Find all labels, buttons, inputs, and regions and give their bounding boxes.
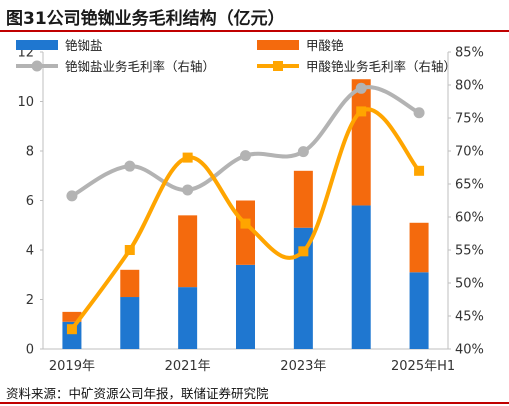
y-left-tick-label: 4 bbox=[26, 244, 34, 259]
point-铯铷盐业务毛利率（右轴） bbox=[66, 190, 78, 202]
point-甲酸铯业务毛利率（右轴） bbox=[124, 245, 135, 255]
legend-marker-甲酸铯业务毛利率（右轴） bbox=[273, 61, 283, 71]
legend-swatch-甲酸铯 bbox=[257, 40, 299, 50]
chart-title: 图31公司铯铷业务毛利结构（亿元） bbox=[6, 9, 285, 29]
x-tick-label: 2025年H1 bbox=[391, 359, 455, 374]
y-right-tick-label: 40% bbox=[455, 343, 484, 358]
bar-甲酸铯 bbox=[293, 170, 313, 228]
bar-铯铷盐 bbox=[351, 205, 371, 349]
source-note: 资料来源：中矿资源公司年报，联储证券研究院 bbox=[6, 386, 269, 401]
legend-label-甲酸铯: 甲酸铯 bbox=[306, 38, 344, 53]
bar-铯铷盐 bbox=[178, 287, 198, 349]
legend-marker-铯铷盐业务毛利率（右轴） bbox=[31, 60, 43, 72]
y-right-tick-label: 45% bbox=[455, 310, 484, 325]
x-tick-label: 2019年 bbox=[49, 359, 95, 374]
bar-铯铷盐 bbox=[236, 264, 255, 349]
bar-甲酸铯 bbox=[351, 79, 371, 206]
y-right-tick-label: 80% bbox=[455, 79, 484, 94]
point-甲酸铯业务毛利率（右轴） bbox=[182, 152, 193, 163]
bar-甲酸铯 bbox=[236, 200, 255, 265]
point-甲酸铯业务毛利率（右轴） bbox=[298, 246, 309, 257]
y-left-tick-label: 0 bbox=[26, 343, 34, 358]
y-left-tick-label: 10 bbox=[17, 95, 34, 110]
y-right-tick-label: 50% bbox=[455, 277, 484, 292]
y-right-tick-label: 55% bbox=[455, 244, 484, 259]
point-甲酸铯业务毛利率（右轴） bbox=[356, 106, 367, 117]
y-right-tick-label: 70% bbox=[455, 145, 484, 160]
x-tick-label: 2023年 bbox=[280, 359, 326, 374]
bar-甲酸铯 bbox=[409, 222, 429, 273]
y-right-tick-label: 65% bbox=[455, 178, 484, 193]
bar-铯铷盐 bbox=[293, 227, 313, 349]
bar-铯铷盐 bbox=[409, 272, 429, 349]
point-铯铷盐业务毛利率（右轴） bbox=[413, 107, 425, 119]
y-left-tick-label: 2 bbox=[26, 293, 34, 308]
bar-甲酸铯 bbox=[62, 311, 82, 322]
bar-甲酸铯 bbox=[178, 215, 198, 288]
point-铯铷盐业务毛利率（右轴） bbox=[182, 184, 194, 196]
legend-swatch-铯铷盐 bbox=[16, 40, 58, 50]
point-甲酸铯业务毛利率（右轴） bbox=[414, 165, 425, 176]
legend-label-铯铷盐业务毛利率（右轴）: 铯铷盐业务毛利率（右轴） bbox=[65, 59, 215, 74]
point-铯铷盐业务毛利率（右轴） bbox=[240, 150, 251, 162]
point-甲酸铯业务毛利率（右轴） bbox=[240, 218, 251, 229]
y-right-tick-label: 75% bbox=[455, 112, 484, 127]
point-铯铷盐业务毛利率（右轴） bbox=[355, 82, 367, 94]
legend-label-甲酸铯业务毛利率（右轴）: 甲酸铯业务毛利率（右轴） bbox=[306, 59, 456, 74]
y-left-tick-label: 8 bbox=[26, 145, 34, 160]
point-甲酸铯业务毛利率（右轴） bbox=[66, 324, 77, 335]
chart-canvas: 02468101240%45%50%55%60%65%70%75%80%85%2… bbox=[16, 38, 484, 374]
legend-label-铯铷盐: 铯铷盐 bbox=[65, 38, 103, 53]
x-tick-label: 2021年 bbox=[165, 359, 211, 374]
y-right-tick-label: 85% bbox=[455, 46, 484, 61]
y-left-tick-label: 6 bbox=[26, 194, 34, 209]
bar-甲酸铯 bbox=[120, 269, 140, 298]
title-bar: 图31公司铯铷业务毛利结构（亿元） bbox=[0, 0, 509, 32]
bottom-rule bbox=[0, 402, 509, 404]
bar-铯铷盐 bbox=[120, 297, 140, 349]
y-right-tick-label: 60% bbox=[455, 211, 484, 226]
point-铯铷盐业务毛利率（右轴） bbox=[297, 146, 309, 158]
point-铯铷盐业务毛利率（右轴） bbox=[124, 160, 136, 172]
